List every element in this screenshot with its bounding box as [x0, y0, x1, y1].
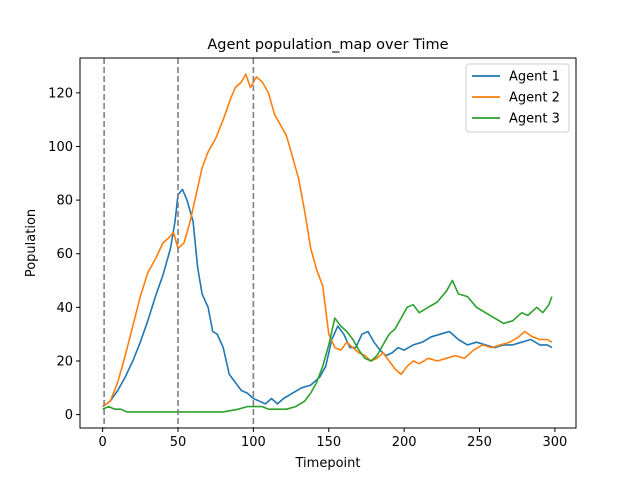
series-line-agent-2: [102, 73, 553, 408]
legend-items: Agent 1 Agent 2 Agent 3: [472, 70, 560, 127]
y-tick-label: 20: [56, 354, 73, 369]
x-tick-label: 300: [542, 435, 567, 450]
vline-layer: [103, 58, 255, 428]
legend-label-agent-3: Agent 3: [509, 112, 560, 127]
legend-box: [465, 63, 570, 133]
legend-label-agent-1: Agent 1: [509, 70, 560, 85]
y-tick-label: 60: [56, 247, 73, 262]
series-layer: [102, 73, 553, 413]
chart-title: Agent population_map over Time: [207, 37, 448, 53]
x-tick-label: 100: [241, 435, 266, 450]
series-line-agent-3: [102, 279, 553, 413]
y-tick-label: 80: [56, 194, 73, 209]
y-axis-ticks: 0 20 40 60 80 100 120: [48, 86, 80, 423]
y-tick-label: 100: [48, 140, 73, 155]
x-tick-label: 0: [98, 435, 106, 450]
y-axis-label: Population: [24, 209, 39, 277]
legend-label-agent-2: Agent 2: [509, 91, 560, 106]
x-axis-label: Timepoint: [295, 456, 361, 471]
y-tick-label: 120: [48, 86, 73, 101]
x-axis-ticks: 0 50 100 150 200 250 300: [98, 428, 567, 450]
legend: Agent 1 Agent 2 Agent 3: [465, 63, 570, 133]
series-line-agent-1: [102, 188, 553, 408]
x-tick-label: 200: [392, 435, 417, 450]
x-tick-label: 50: [170, 435, 187, 450]
x-tick-label: 250: [467, 435, 492, 450]
x-tick-label: 150: [316, 435, 341, 450]
plot-frame: [79, 57, 577, 429]
y-tick-label: 40: [56, 301, 73, 316]
y-tick-label: 0: [65, 408, 73, 423]
